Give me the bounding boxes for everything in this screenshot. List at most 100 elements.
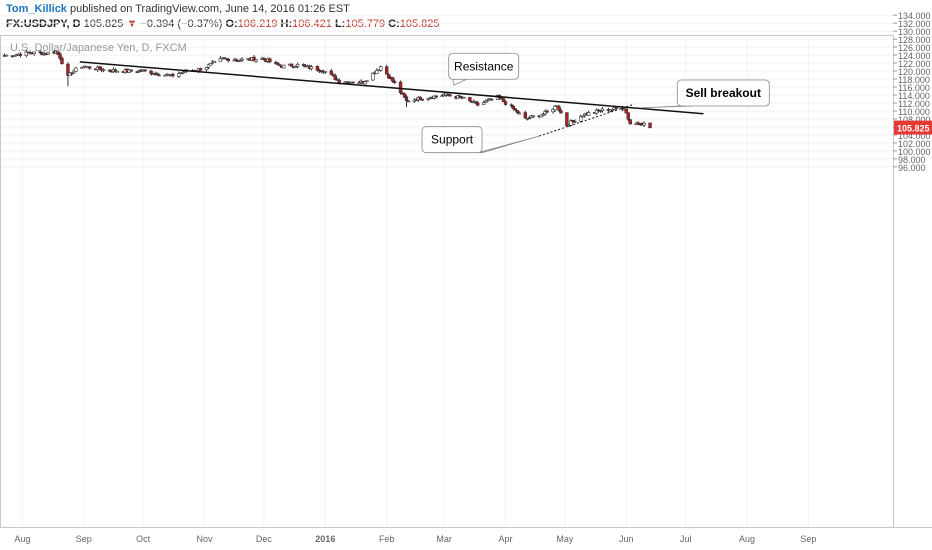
candle-body [541,113,545,116]
candle-body [501,98,506,102]
time-axis[interactable]: Aug Sep Oct Nov Dec 2016 Feb Mar Apr May Jun Jul Aug… [14,534,816,544]
price-tag-label: 105.825 [897,124,930,134]
x-tick-label: Aug [739,534,755,544]
candle-body [614,107,619,109]
candle-body [418,97,423,100]
y-tick-label: 128.000 [898,35,931,45]
y-tick-label: 132.000 [898,19,931,29]
candle-body [268,58,272,63]
x-tick-label: Jul [680,534,692,544]
candle-body [545,110,549,113]
candle-body [74,67,78,72]
candle-body [468,97,472,102]
callout-box [676,79,770,107]
candle-body [252,56,256,62]
candle-body [212,60,217,63]
high-label: H: [280,18,293,30]
candle-body [226,58,230,62]
trend-lines [79,61,704,137]
x-tick-label: Aug [14,534,30,544]
candle-body [181,71,185,74]
candle-body [406,100,411,103]
candle-body [301,64,306,66]
x-tick-label: Oct [136,534,151,544]
candle-body [571,120,575,122]
x-tick-label: Apr [498,534,512,544]
candle-body [402,93,407,98]
candle-body [559,110,563,114]
candle-body [115,70,120,73]
candle-body [329,70,333,75]
callout-box [421,126,483,154]
price-tag-box [894,120,932,135]
candle-body [594,109,599,114]
callout-pointer [477,135,540,154]
chart-title: U.S. Dollar/Japanese Yen, D, FXCM [10,42,187,54]
candle-body [276,62,280,65]
candle-body [68,72,72,77]
candle-body [4,54,9,57]
candle-body [333,75,337,80]
candle-body [600,108,605,112]
candle-body [208,63,213,66]
candle-body [204,67,209,71]
candle-body [392,81,397,83]
candle-body [177,73,181,77]
price-change: −0.394 (−0.37%) [140,18,223,30]
candle-body [357,82,361,85]
down-arrow-icon: ▼ [126,18,138,30]
x-tick-label: Dec [256,534,273,544]
candle-body [390,77,395,82]
x-tick-label: Jun [619,534,634,544]
candle-body [371,72,375,81]
candle-body [278,64,282,66]
candle-body [628,119,632,125]
x-tick-label: May [556,534,574,544]
candle-body [523,112,528,119]
candle-body [610,109,615,111]
price-axis[interactable]: 96.00098.000100.000102.000104.000106.000… [893,11,931,173]
candle-body [648,122,652,129]
y-tick-label: 110.000 [898,107,930,117]
candle-body [315,65,320,71]
candle-body [32,51,36,55]
candle-body [539,114,543,118]
candle-body [557,106,561,111]
x-tick-label: Sep [800,534,816,544]
candle-body [351,81,355,84]
y-tick-label: 124.000 [898,51,931,61]
y-tick-label: 134.000 [898,11,931,21]
candle-body [474,101,478,104]
y-tick-label: 96.000 [898,163,926,173]
author-link[interactable]: Tom_Killick [6,3,67,15]
callout-box [448,52,520,80]
candle-body [129,69,133,72]
candle-body [18,53,23,56]
candle-body [386,74,391,79]
candle-body [293,66,298,68]
symbol-label[interactable]: FX:USDJPY, D [6,18,81,30]
support-line [539,103,635,137]
y-tick-label: 116.000 [898,83,930,93]
candle-body [483,100,488,103]
candle-body [309,66,314,70]
y-tick-label: 118.000 [898,75,930,85]
candle-body [363,81,367,85]
resistance-line [79,61,704,115]
candle-body [72,70,76,74]
candle-body [573,121,577,123]
candle-body [626,112,630,120]
open-value: 106.219 [237,18,278,30]
candle-body [26,51,31,54]
open-label: O: [225,18,238,30]
candle-body [218,58,223,62]
low-label: L: [334,18,346,30]
y-tick-label: 114.000 [898,91,930,101]
candle-body [238,59,242,62]
candle-body [171,73,175,77]
candle-body [157,74,161,77]
candle-body [70,72,74,75]
candle-body [46,51,50,55]
candle-body [101,69,106,71]
